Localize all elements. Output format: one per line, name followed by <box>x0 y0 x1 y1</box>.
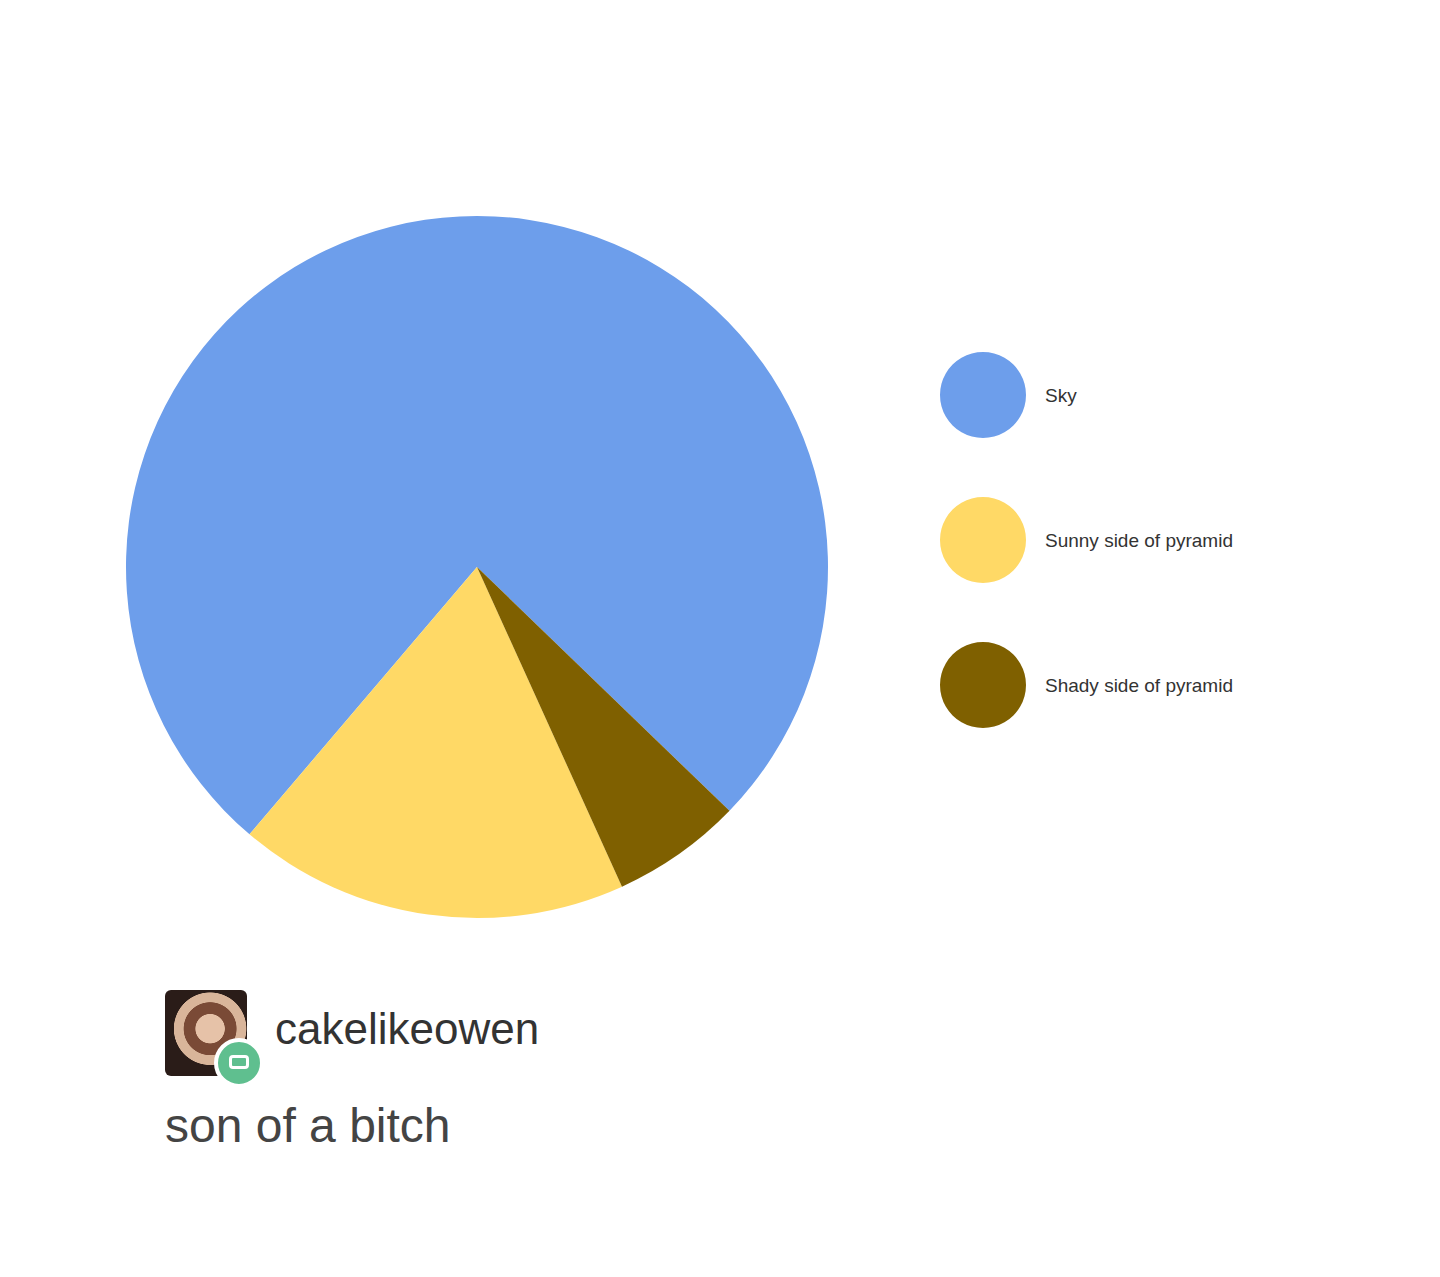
html-text:cakelikeowen: cakelikeowen <box>275 1004 540 1053</box>
html-text:son of a bitch: son of a bitch <box>165 1099 451 1152</box>
svg-text:Sky: Sky <box>1045 385 1077 406</box>
svg-text:Sunny side of pyramid: Sunny side of pyramid <box>1045 530 1233 551</box>
svg-text:Shady side of pyramid: Shady side of pyramid <box>1045 675 1233 696</box>
